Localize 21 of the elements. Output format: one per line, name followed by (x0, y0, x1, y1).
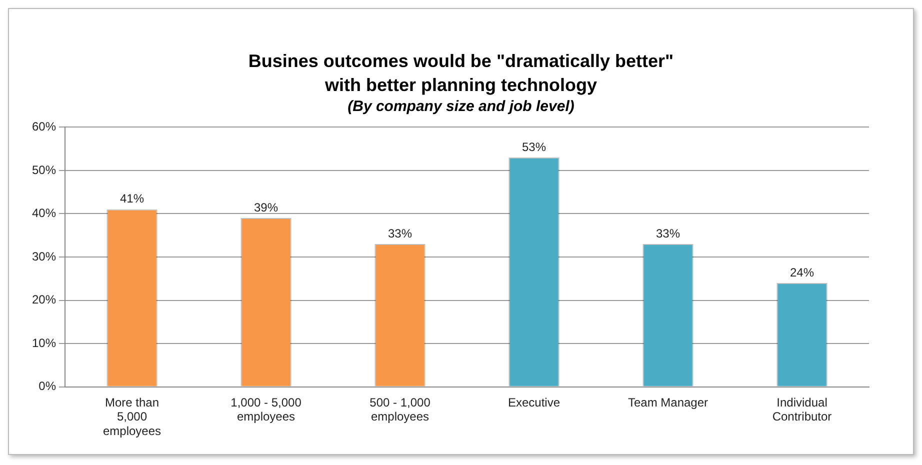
y-tick-label: 60% (32, 120, 56, 134)
data-label: 41% (120, 192, 144, 206)
x-tick-label: Individual Contributor (772, 395, 832, 424)
chart-subtitle: (By company size and job level) (346, 97, 576, 117)
data-label: 39% (254, 200, 278, 214)
data-label: 53% (522, 140, 546, 154)
y-tick-label: 30% (32, 249, 56, 264)
y-tick-label: 0% (38, 379, 56, 394)
y-tick-label: 10% (32, 336, 56, 350)
data-label: 33% (656, 226, 680, 240)
x-tick-label: 500 - 1,000 employees (370, 395, 431, 424)
x-tick-label: More than 5,000 employees (103, 395, 162, 438)
x-tick-label: Executive (508, 395, 560, 410)
data-label: 33% (388, 226, 412, 240)
y-tick-label: 40% (32, 206, 56, 220)
x-tick-label: 1,000 - 5,000 employees (230, 395, 302, 424)
data-label: 24% (790, 265, 814, 280)
x-tick-label: Team Manager (628, 395, 708, 410)
y-tick-label: 20% (32, 292, 56, 307)
y-tick-label: 50% (32, 162, 56, 177)
chart-title: Busines outcomes would be "dramatically better" with better planning technology (247, 50, 675, 97)
